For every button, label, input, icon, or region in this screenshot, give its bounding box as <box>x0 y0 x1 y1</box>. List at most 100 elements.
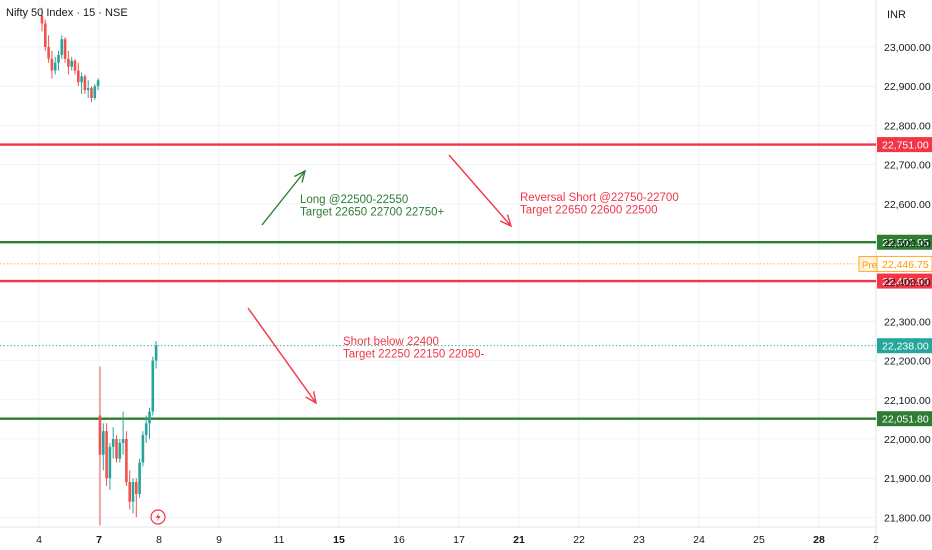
candle-body[interactable] <box>86 88 90 91</box>
candle-body[interactable] <box>50 58 54 71</box>
level-price-badge <box>877 411 932 427</box>
candle-body[interactable] <box>80 76 83 83</box>
arrow-head <box>499 214 513 228</box>
candle-body[interactable] <box>90 88 93 98</box>
level-price-badge <box>877 273 932 289</box>
time-tick-label: 23 <box>633 534 645 546</box>
price-tick-label: 21,900.00 <box>884 473 931 485</box>
time-tick-label: 21 <box>513 534 525 546</box>
time-tick-label: 2 <box>873 534 879 546</box>
time-tick-label: 9 <box>216 534 222 546</box>
currency-label[interactable]: INR <box>887 9 906 21</box>
pre-price-badge <box>876 255 932 272</box>
candle-body[interactable] <box>121 439 125 443</box>
last-price-badge <box>877 338 932 354</box>
candle-body[interactable] <box>141 435 145 463</box>
candle-body[interactable] <box>93 86 97 98</box>
candle-body[interactable] <box>83 76 87 91</box>
price-tick-label: 22,900.00 <box>884 81 931 93</box>
price-tick-label: 22,100.00 <box>884 395 931 407</box>
candle-body[interactable] <box>154 345 158 361</box>
time-tick-label: 22 <box>573 534 585 546</box>
arrow-shaft <box>261 170 306 226</box>
time-tick-label: 8 <box>156 534 162 546</box>
candle-body[interactable] <box>144 423 148 436</box>
short-arrow[interactable] <box>247 307 317 405</box>
candle-body[interactable] <box>115 439 118 459</box>
candle-body[interactable] <box>77 70 80 83</box>
time-tick-label: 11 <box>274 534 285 546</box>
time-axis[interactable]: 4 7 8 9 11 15 16 17 21 22 23 24 25 28 2 <box>36 534 879 546</box>
candle-body[interactable] <box>53 62 57 71</box>
candle-body[interactable] <box>131 482 135 502</box>
earnings-event-icon[interactable] <box>150 509 166 525</box>
long-arrow[interactable] <box>261 169 307 226</box>
arrow-shaft <box>448 154 512 227</box>
candlesticks[interactable] <box>40 7 158 526</box>
candle-body[interactable] <box>105 431 108 479</box>
time-tick-label: 17 <box>453 534 465 546</box>
price-tick-label: 22,400.00 <box>884 277 931 289</box>
level-price-label: 22,751.00 <box>882 140 929 152</box>
time-tick-label: 4 <box>36 534 42 546</box>
level-price-label: 22,402.90 <box>882 276 929 288</box>
candle-body[interactable] <box>125 439 128 483</box>
reversal-annotation-text[interactable]: Reversal Short @22750-22700 <box>520 192 679 204</box>
price-tick-label: 22,600.00 <box>884 199 931 211</box>
time-tick-label: 25 <box>753 534 765 546</box>
horizontal-levels[interactable]: 22,751.00 22,501.95 22,402.90 22,051.80 <box>0 137 932 427</box>
price-tick-label: 21,800.00 <box>884 512 931 524</box>
long-annotation-text[interactable]: Target 22650 22700 22750+ <box>300 207 444 219</box>
price-tick-label: 22,800.00 <box>884 120 931 132</box>
candle-body[interactable] <box>57 54 60 63</box>
pre-tag-label: Pre <box>862 260 877 271</box>
reversal-annotation-text[interactable]: Target 22650 22600 22500 <box>520 205 657 217</box>
reversal-arrow[interactable] <box>448 154 513 228</box>
candle-body[interactable] <box>118 442 122 459</box>
last-price-label: 22,238.00 <box>882 341 929 353</box>
time-tick-label: 28 <box>813 534 825 546</box>
candle-body[interactable] <box>40 15 44 24</box>
price-tick-label: 23,000.00 <box>884 42 931 54</box>
candle-body[interactable] <box>60 39 64 55</box>
candle-body[interactable] <box>67 58 70 67</box>
candle-body[interactable] <box>44 23 47 47</box>
long-annotation-text[interactable]: Long @22500-22550 <box>300 194 408 206</box>
price-tick-label: 22,200.00 <box>884 356 931 368</box>
arrow-head <box>305 391 317 405</box>
level-price-label: 22,051.80 <box>882 414 929 426</box>
candle-body[interactable] <box>148 411 151 424</box>
candle-body[interactable] <box>96 80 100 87</box>
candle-body[interactable] <box>128 482 131 502</box>
arrow-shaft <box>247 307 317 404</box>
candle-body[interactable] <box>102 431 105 455</box>
candle-body[interactable] <box>135 482 138 494</box>
level-price-badge <box>877 234 932 250</box>
candle-body[interactable] <box>63 39 67 59</box>
price-tick-label: 22,000.00 <box>884 434 931 446</box>
pre-price-label: 22,446.75 <box>882 259 929 271</box>
candle-body[interactable] <box>151 360 155 412</box>
arrow-head <box>294 169 307 183</box>
candle-body[interactable] <box>138 462 141 494</box>
time-tick-label: 15 <box>333 534 345 546</box>
candle-body[interactable] <box>111 439 115 447</box>
time-tick-label: 24 <box>693 534 705 546</box>
price-tick-label: 22,300.00 <box>884 316 931 328</box>
chart-symbol-title[interactable]: Nifty 50 Index · 15 · NSE <box>6 7 128 19</box>
time-tick-label: 16 <box>393 534 405 546</box>
short-annotation-text[interactable]: Target 22250 22150 22050- <box>343 349 484 361</box>
level-price-label: 22,501.95 <box>882 237 929 249</box>
price-markers: Pre 22,446.75 22,238.00 <box>0 255 932 354</box>
candle-body[interactable] <box>108 446 112 479</box>
candle-body[interactable] <box>47 47 50 59</box>
short-annotation-text[interactable]: Short below 22400 <box>343 336 439 348</box>
level-price-badge <box>877 137 932 153</box>
time-tick-label: 7 <box>96 534 102 546</box>
candle-body[interactable] <box>73 60 77 71</box>
price-axis[interactable]: 23,000.00 22,900.00 22,800.00 22,700.00 22,6… <box>884 42 931 524</box>
candle-body[interactable] <box>70 60 73 67</box>
candle-body[interactable] <box>98 415 102 455</box>
